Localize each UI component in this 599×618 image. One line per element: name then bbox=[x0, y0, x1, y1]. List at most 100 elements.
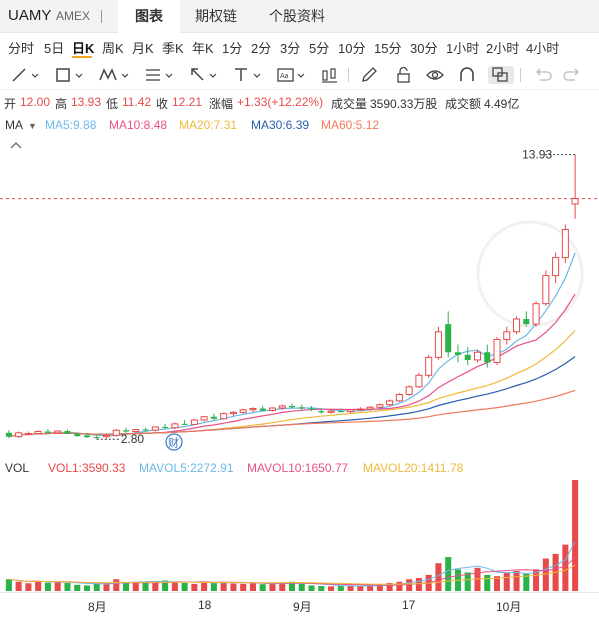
candle bbox=[54, 430, 62, 435]
period-1hour[interactable]: 1小时 bbox=[446, 41, 480, 56]
arrow-tool-icon[interactable] bbox=[188, 66, 217, 84]
undo-icon[interactable] bbox=[532, 66, 558, 84]
vol1-legend: VOL1:3590.33 bbox=[48, 461, 126, 475]
open-label: 开 bbox=[4, 97, 17, 111]
period-1min[interactable]: 1分 bbox=[222, 41, 243, 56]
tab-chart[interactable]: 图表 bbox=[118, 0, 180, 33]
rectangle-tool-icon[interactable] bbox=[54, 66, 83, 84]
candle-body bbox=[102, 434, 111, 438]
exchange-label: AMEX bbox=[56, 9, 91, 23]
candle-body bbox=[415, 374, 423, 388]
candle bbox=[74, 432, 81, 437]
candle-body bbox=[54, 430, 62, 434]
period-15min[interactable]: 15分 bbox=[374, 41, 402, 56]
period-weekly[interactable]: 周K bbox=[102, 41, 124, 56]
candle-body bbox=[318, 411, 325, 413]
candle bbox=[93, 435, 100, 440]
candle-body bbox=[268, 407, 277, 412]
period-10min[interactable]: 10分 bbox=[338, 41, 366, 56]
volume-bar bbox=[5, 579, 12, 591]
ma20-legend: MA20:7.31 bbox=[179, 118, 238, 132]
volume-bar bbox=[191, 583, 198, 591]
candle-body bbox=[162, 426, 169, 428]
candle bbox=[259, 405, 266, 412]
volume-bar bbox=[230, 583, 237, 591]
watermark-logo bbox=[476, 220, 584, 328]
period-5min[interactable]: 5分 bbox=[309, 41, 330, 56]
ma-dropdown-icon[interactable]: ▼ bbox=[28, 121, 37, 131]
volume-bar bbox=[435, 563, 442, 591]
candle bbox=[415, 372, 423, 389]
period-4hour[interactable]: 4小时 bbox=[526, 41, 560, 56]
drawing-toolbar: Aa bbox=[0, 60, 599, 90]
close-value: 12.21 bbox=[172, 95, 203, 109]
period-2min[interactable]: 2分 bbox=[251, 41, 272, 56]
volume-bar bbox=[406, 579, 413, 591]
candle bbox=[181, 420, 188, 426]
candle-body bbox=[561, 229, 569, 259]
period-yearly[interactable]: 年K bbox=[192, 41, 214, 56]
period-30min[interactable]: 30分 bbox=[410, 41, 438, 56]
candle-body bbox=[552, 257, 560, 277]
layers-icon[interactable] bbox=[488, 66, 514, 84]
candle-body bbox=[405, 386, 413, 395]
candle-body bbox=[513, 318, 521, 333]
top-bar: UAMY AMEX 图表 期权链 个股资料 bbox=[0, 0, 599, 33]
volume-bar bbox=[240, 583, 247, 591]
ma-legend: MA ▼ MA5:9.88 MA10:8.48 MA20:7.31 MA30:6… bbox=[0, 118, 599, 136]
x-tick: 18 bbox=[198, 598, 212, 612]
candle bbox=[552, 252, 560, 284]
volume-bar bbox=[474, 567, 481, 591]
period-monthly[interactable]: 月K bbox=[132, 41, 154, 56]
candle bbox=[249, 407, 257, 413]
volume-chart[interactable] bbox=[0, 478, 599, 592]
period-3min[interactable]: 3分 bbox=[280, 41, 301, 56]
tab-options-chain[interactable]: 期权链 bbox=[195, 8, 237, 24]
candle-body bbox=[181, 423, 188, 425]
ma-indicator-label[interactable]: MA bbox=[5, 118, 23, 132]
candle bbox=[445, 311, 452, 358]
candle-style-icon[interactable] bbox=[320, 66, 346, 84]
pencil-icon[interactable] bbox=[360, 66, 386, 84]
volume-bar bbox=[523, 573, 530, 591]
candle bbox=[356, 407, 364, 412]
lock-icon[interactable] bbox=[394, 66, 420, 84]
candle-body bbox=[445, 324, 452, 353]
text-tool-icon[interactable] bbox=[232, 66, 261, 84]
candle bbox=[405, 385, 413, 396]
candlestick-chart[interactable]: 13.93 2.80 财 bbox=[0, 136, 599, 458]
wave-tool-icon[interactable] bbox=[98, 66, 129, 84]
candle-body bbox=[229, 411, 237, 415]
volume-bar bbox=[337, 586, 344, 591]
candle-body bbox=[473, 351, 482, 361]
line-tool-icon[interactable] bbox=[10, 66, 39, 84]
period-daily[interactable]: 日K bbox=[72, 41, 95, 56]
ma5-line bbox=[8, 252, 576, 438]
amount-value: 4.49亿 bbox=[484, 97, 520, 111]
fibonacci-tool-icon[interactable] bbox=[144, 66, 173, 84]
x-axis: 8月 18 9月 17 10月 bbox=[0, 592, 599, 618]
candle bbox=[24, 431, 32, 436]
volume-bar bbox=[15, 581, 22, 591]
redo-icon[interactable] bbox=[563, 66, 589, 84]
period-2hour[interactable]: 2小时 bbox=[486, 41, 520, 56]
candle-body bbox=[532, 303, 540, 325]
collapse-chevron-icon[interactable] bbox=[10, 140, 22, 150]
candle bbox=[318, 408, 325, 414]
candle-body bbox=[366, 406, 374, 410]
candle bbox=[123, 427, 130, 433]
period-5day[interactable]: 5日 bbox=[44, 41, 65, 56]
eye-icon[interactable] bbox=[425, 66, 451, 84]
candle bbox=[503, 326, 511, 345]
candle-body bbox=[151, 426, 159, 431]
period-intraday[interactable]: 分时 bbox=[8, 41, 35, 56]
volume-bar bbox=[415, 578, 422, 591]
vol-indicator-label[interactable]: VOL bbox=[5, 461, 30, 475]
volume-bar bbox=[74, 584, 81, 591]
period-quarterly[interactable]: 季K bbox=[162, 41, 184, 56]
low-marker-label: 2.80 bbox=[121, 432, 145, 446]
magnet-icon[interactable] bbox=[457, 66, 483, 84]
tab-stock-profile[interactable]: 个股资料 bbox=[269, 8, 325, 24]
candle bbox=[44, 428, 51, 435]
label-tool-icon[interactable]: Aa bbox=[276, 66, 305, 84]
